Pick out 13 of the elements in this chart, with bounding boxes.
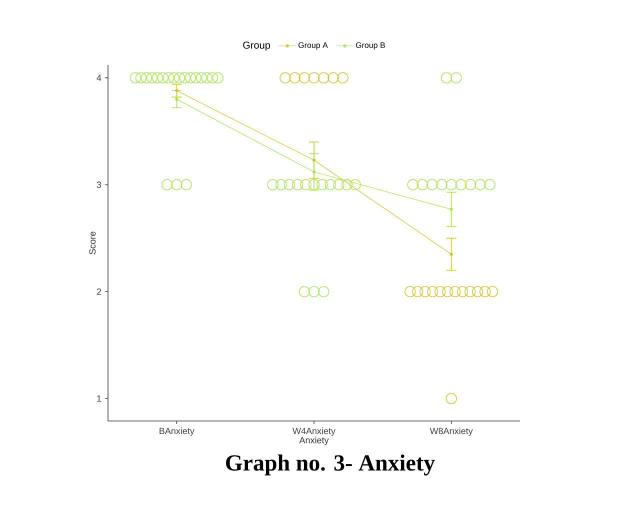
legend-label: Group B — [356, 42, 385, 50]
y-tick-label: 1 — [97, 395, 102, 402]
y-tick-label: 4 — [96, 74, 102, 81]
y-axis-title: Score — [89, 232, 96, 254]
legend-title: Group — [243, 42, 270, 51]
x-tick-label: BAnxiety — [160, 428, 194, 436]
y-tick-label: 2 — [96, 288, 102, 295]
y-tick-label: 3 — [96, 182, 102, 188]
x-tick-label: W4Anxiety — [292, 428, 336, 436]
x-axis-title: Anxiety — [299, 436, 329, 446]
text: Graph no. 3- Anxiety — [226, 454, 435, 476]
x-tick-label: W8Anxiety — [430, 428, 473, 436]
legend-label: Group A — [298, 42, 328, 50]
